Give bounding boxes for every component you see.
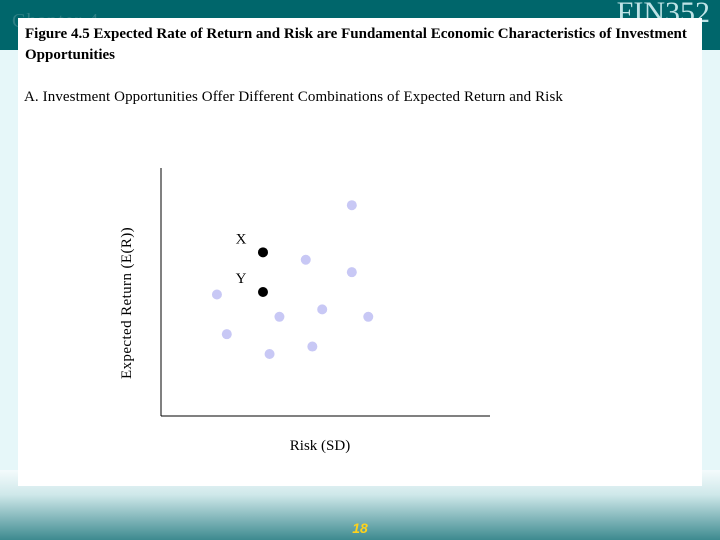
figure-title: Figure 4.5 Expected Rate of Return and R…	[25, 26, 687, 63]
x-axis-label: Risk (SD)	[290, 438, 350, 454]
figure-panel: Figure 4.5 Expected Rate of Return and R…	[18, 18, 702, 486]
point-label: X	[236, 231, 247, 247]
scatter-chart: Risk (SD) Expected Return (E(R)) XY	[119, 168, 490, 454]
scatter-point	[257, 287, 268, 297]
y-axis-label: Expected Return (E(R))	[119, 227, 135, 379]
scatter-point	[363, 311, 374, 322]
scatter-point	[317, 304, 328, 315]
slide-number: 18	[352, 520, 368, 536]
scatter-point	[274, 311, 285, 322]
scatter-point	[257, 247, 268, 258]
scatter-point	[211, 289, 222, 300]
scatter-point	[300, 254, 311, 265]
scatter-point	[346, 200, 357, 211]
point-label: Y	[236, 271, 247, 287]
points-layer: XY	[211, 200, 374, 359]
scatter-point	[346, 267, 357, 278]
scatter-point	[221, 329, 232, 340]
scatter-point	[307, 341, 318, 352]
figure-subtitle: A. Investment Opportunities Offer Differ…	[24, 89, 563, 105]
scatter-point	[264, 349, 275, 359]
